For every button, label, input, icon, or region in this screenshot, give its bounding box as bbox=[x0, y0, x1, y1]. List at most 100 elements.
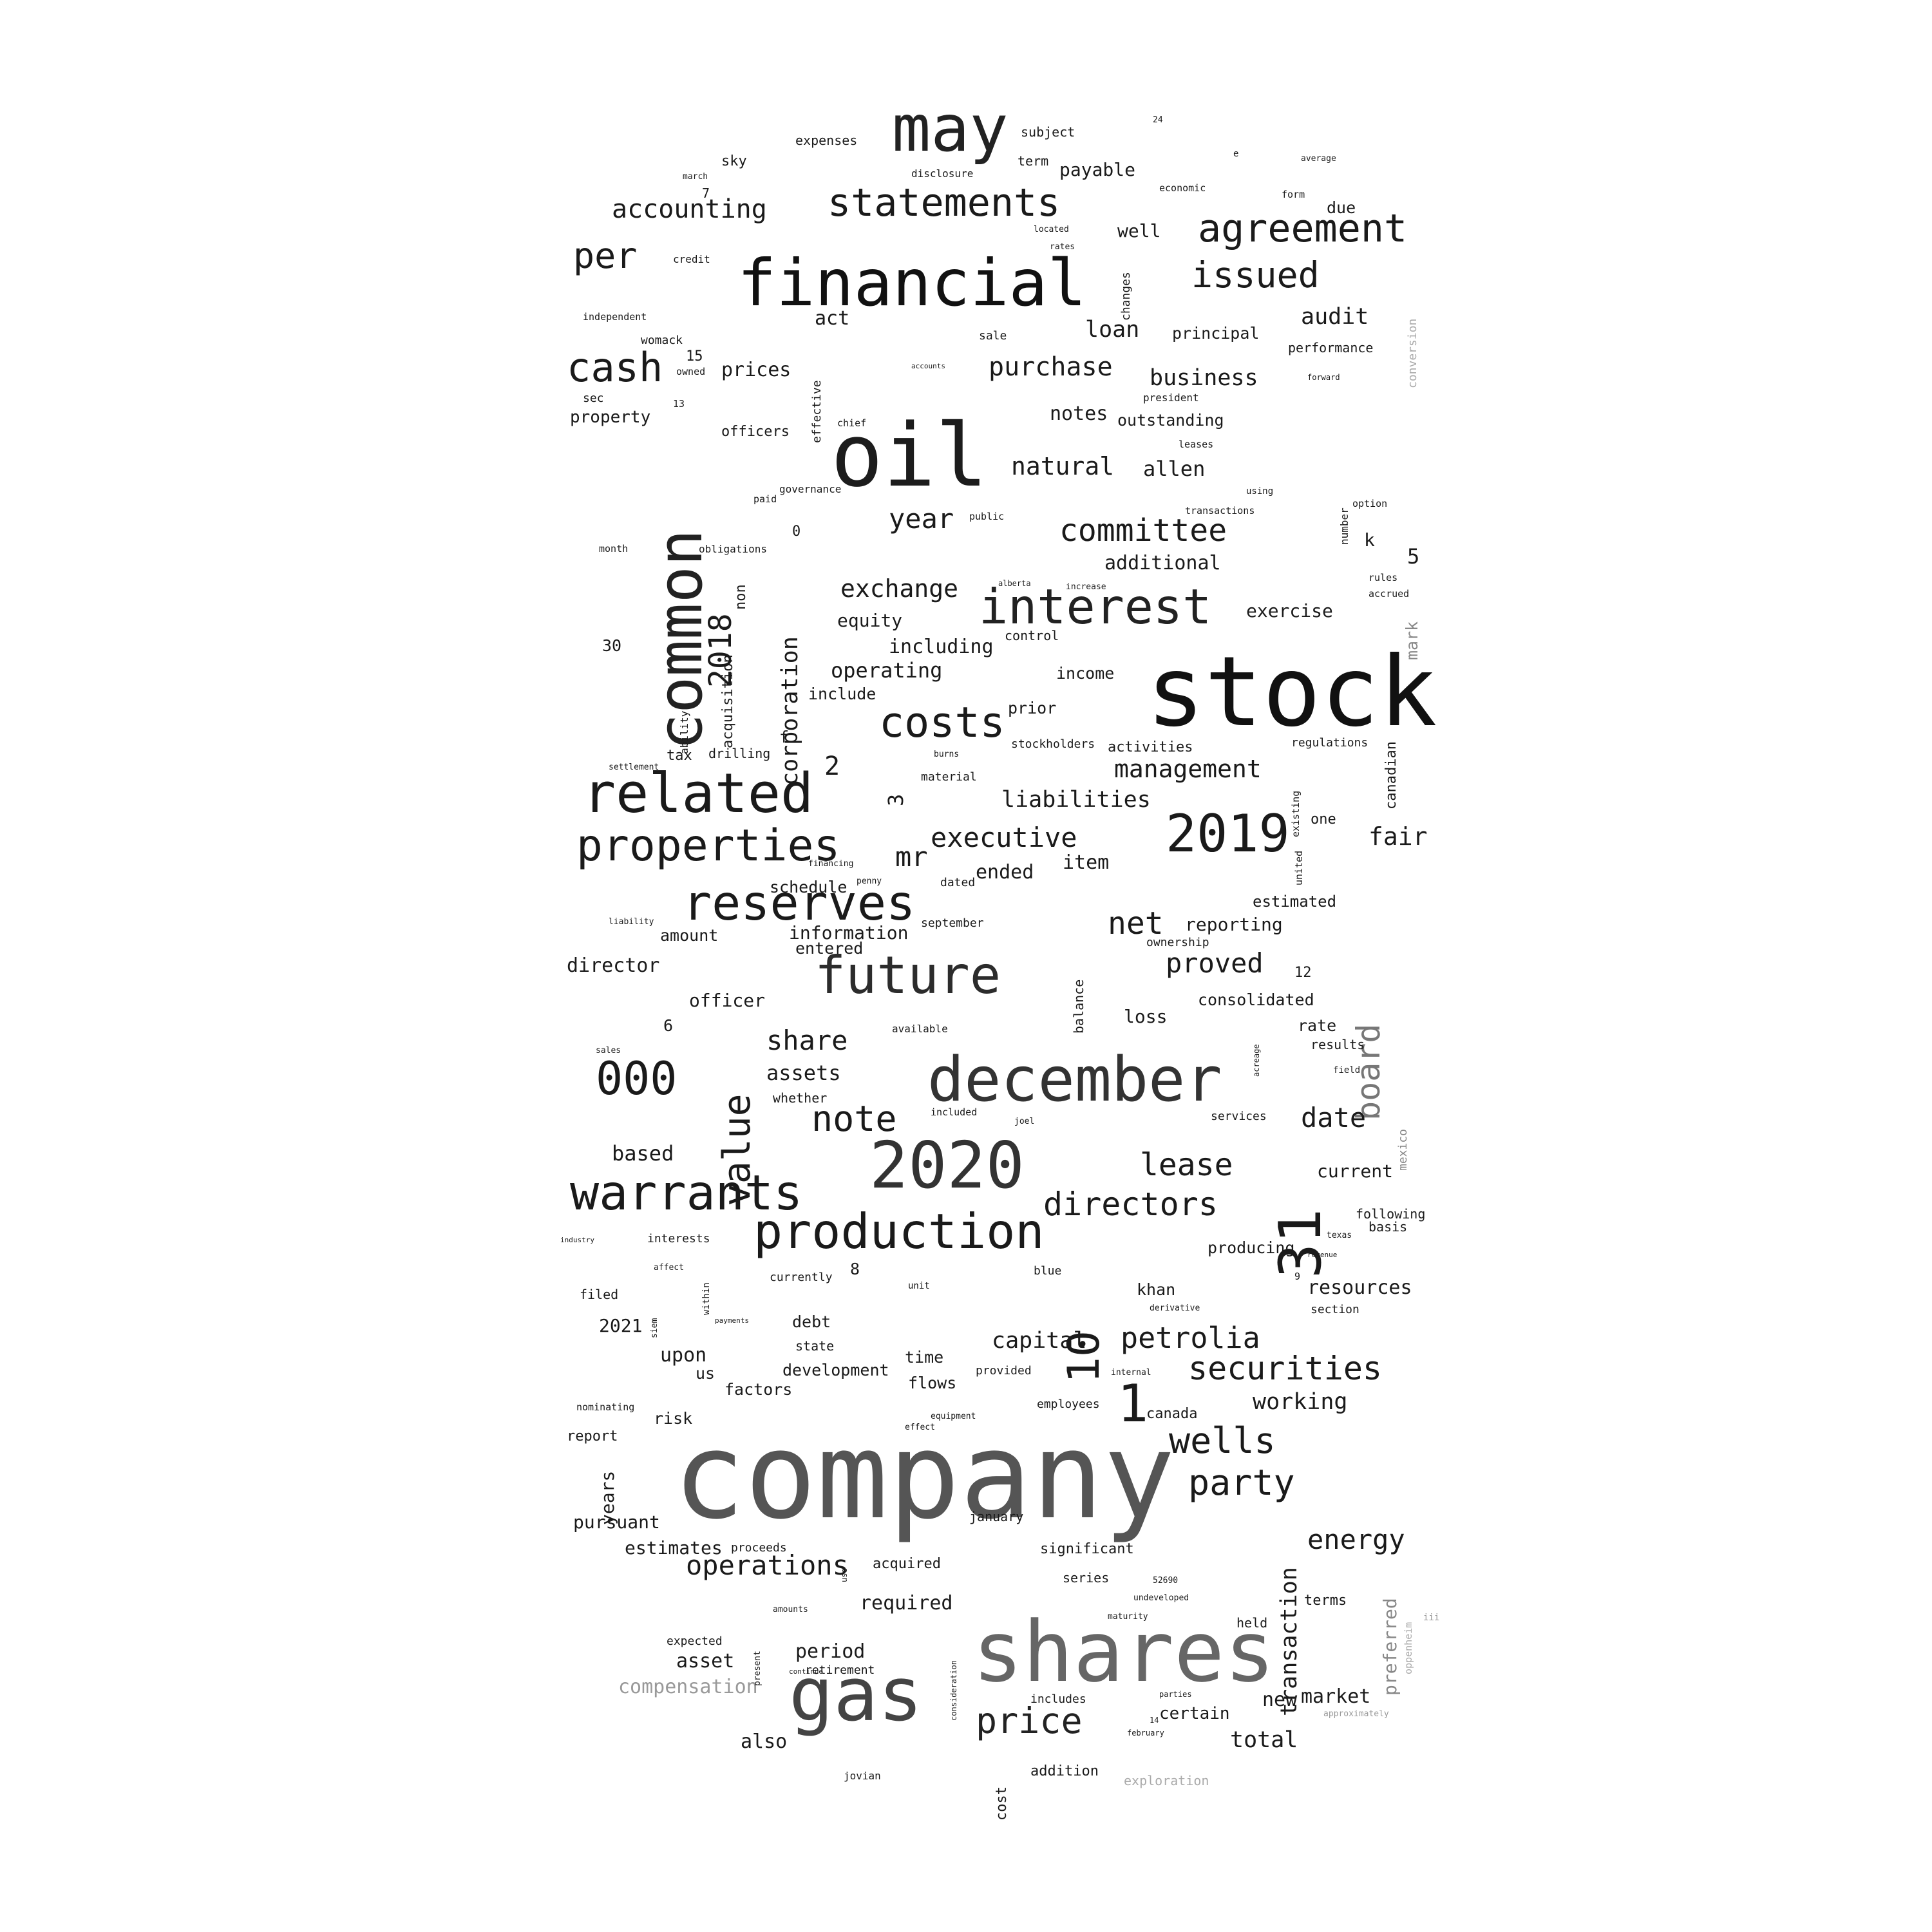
word-provided: provided bbox=[976, 1364, 1032, 1378]
word-energy: energy bbox=[1307, 1524, 1405, 1555]
word-accounts: accounts bbox=[911, 362, 945, 370]
word-acquisition: acquisition bbox=[720, 654, 736, 748]
word-production: production bbox=[753, 1203, 1045, 1260]
word-payable: payable bbox=[1059, 159, 1136, 180]
word-amount: amount bbox=[660, 926, 719, 945]
word-outstanding: outstanding bbox=[1117, 411, 1224, 430]
word-warrants: warrants bbox=[570, 1164, 803, 1221]
word-conversion: conversion bbox=[1406, 318, 1419, 388]
word-option: option bbox=[1352, 498, 1388, 509]
word-compensation: compensation bbox=[618, 1676, 758, 1698]
word-net: net bbox=[1108, 905, 1164, 942]
word-director: director bbox=[567, 954, 660, 977]
word-iii: iii bbox=[1423, 1613, 1440, 1623]
word-approximately: approximately bbox=[1323, 1709, 1389, 1719]
word-equipment: equipment bbox=[931, 1412, 976, 1421]
word-allen: allen bbox=[1143, 457, 1206, 481]
word-management: management bbox=[1114, 755, 1262, 783]
word-properties: properties bbox=[576, 820, 840, 871]
word-include: include bbox=[808, 685, 876, 703]
word-derivative: derivative bbox=[1150, 1303, 1200, 1313]
word-agreement: agreement bbox=[1198, 206, 1408, 251]
word-stock: stock bbox=[1146, 636, 1437, 748]
word-expenses: expenses bbox=[795, 133, 858, 148]
word-income: income bbox=[1056, 664, 1115, 683]
word-held: held bbox=[1236, 1615, 1268, 1631]
word-mexico: mexico bbox=[1396, 1128, 1410, 1171]
word-officers: officers bbox=[721, 424, 790, 440]
word-stockholders: stockholders bbox=[1011, 737, 1095, 751]
word-note: note bbox=[811, 1098, 897, 1139]
word-also: also bbox=[741, 1730, 788, 1753]
word-shares: shares bbox=[972, 1603, 1275, 1701]
word-oil: oil bbox=[831, 405, 988, 506]
word-preferred: preferred bbox=[1379, 1598, 1401, 1696]
word-assets: assets bbox=[766, 1061, 841, 1085]
word-well: well bbox=[1117, 220, 1161, 242]
word-subject: subject bbox=[1021, 124, 1075, 140]
word-prices: prices bbox=[721, 359, 791, 381]
word-financial: financial bbox=[737, 245, 1086, 321]
word-asset: asset bbox=[676, 1650, 735, 1672]
word-series: series bbox=[1063, 1570, 1110, 1586]
word-3: 3 bbox=[884, 793, 908, 806]
word-january: january bbox=[969, 1509, 1024, 1524]
word-mark: mark bbox=[1403, 621, 1421, 660]
word-within: within bbox=[701, 1282, 712, 1315]
word-womack: womack bbox=[641, 334, 683, 347]
word-section: section bbox=[1311, 1303, 1359, 1316]
word-independent: independent bbox=[583, 311, 647, 323]
word-september: september bbox=[921, 916, 984, 930]
word-liabilities: liabilities bbox=[1001, 787, 1151, 813]
word-schedule: schedule bbox=[770, 878, 848, 896]
word-52690: 52690 bbox=[1153, 1576, 1179, 1586]
word-8: 8 bbox=[850, 1260, 860, 1278]
word-average: average bbox=[1301, 154, 1336, 164]
word-due: due bbox=[1327, 198, 1356, 217]
word-company: company bbox=[673, 1406, 1175, 1546]
word-acquired: acquired bbox=[873, 1556, 941, 1572]
word-may: may bbox=[892, 91, 1009, 166]
word-dated: dated bbox=[940, 876, 976, 889]
word-payments: payments bbox=[715, 1316, 749, 1325]
word-siem: siem bbox=[650, 1318, 659, 1338]
word-us: us bbox=[696, 1364, 715, 1383]
word-cost: cost bbox=[994, 1786, 1010, 1821]
word-results: results bbox=[1311, 1037, 1365, 1052]
word-jovian: jovian bbox=[844, 1770, 881, 1782]
word-filed: filed bbox=[580, 1287, 619, 1302]
word-price: price bbox=[976, 1700, 1083, 1741]
word-producing: producing bbox=[1208, 1238, 1295, 1257]
word-performance: performance bbox=[1288, 340, 1374, 355]
word-sales: sales bbox=[596, 1046, 621, 1056]
word-year: year bbox=[889, 503, 954, 535]
word-significant: significant bbox=[1040, 1541, 1134, 1557]
word-continue: continue bbox=[789, 1667, 823, 1676]
word-economic: economic bbox=[1159, 182, 1206, 194]
word-business: business bbox=[1150, 365, 1258, 391]
word-2020: 2020 bbox=[869, 1128, 1025, 1203]
word-gas: gas bbox=[789, 1652, 923, 1738]
word-public: public bbox=[969, 511, 1005, 522]
word-rules: rules bbox=[1368, 572, 1398, 583]
word-governance: governance bbox=[779, 483, 842, 495]
word-exchange: exchange bbox=[840, 574, 959, 603]
word-statements: statements bbox=[828, 180, 1061, 225]
word-internal: internal bbox=[1111, 1368, 1151, 1378]
word-24: 24 bbox=[1153, 115, 1163, 125]
word-revenue: revenue bbox=[1307, 1251, 1338, 1259]
word-february: february bbox=[1127, 1728, 1164, 1738]
word-total: total bbox=[1230, 1727, 1298, 1753]
word-upon: upon bbox=[660, 1344, 707, 1367]
word-month: month bbox=[599, 543, 629, 554]
word-nominating: nominating bbox=[576, 1401, 635, 1413]
word-consolidated: consolidated bbox=[1198, 990, 1314, 1009]
word-services: services bbox=[1211, 1110, 1267, 1123]
word-sky: sky bbox=[721, 153, 747, 169]
word-f: f bbox=[779, 728, 790, 746]
word-petrolia: petrolia bbox=[1121, 1321, 1260, 1355]
word-per: per bbox=[573, 235, 638, 276]
word-12: 12 bbox=[1294, 965, 1312, 981]
word-loan: loan bbox=[1085, 317, 1140, 343]
word-ended: ended bbox=[976, 861, 1034, 884]
